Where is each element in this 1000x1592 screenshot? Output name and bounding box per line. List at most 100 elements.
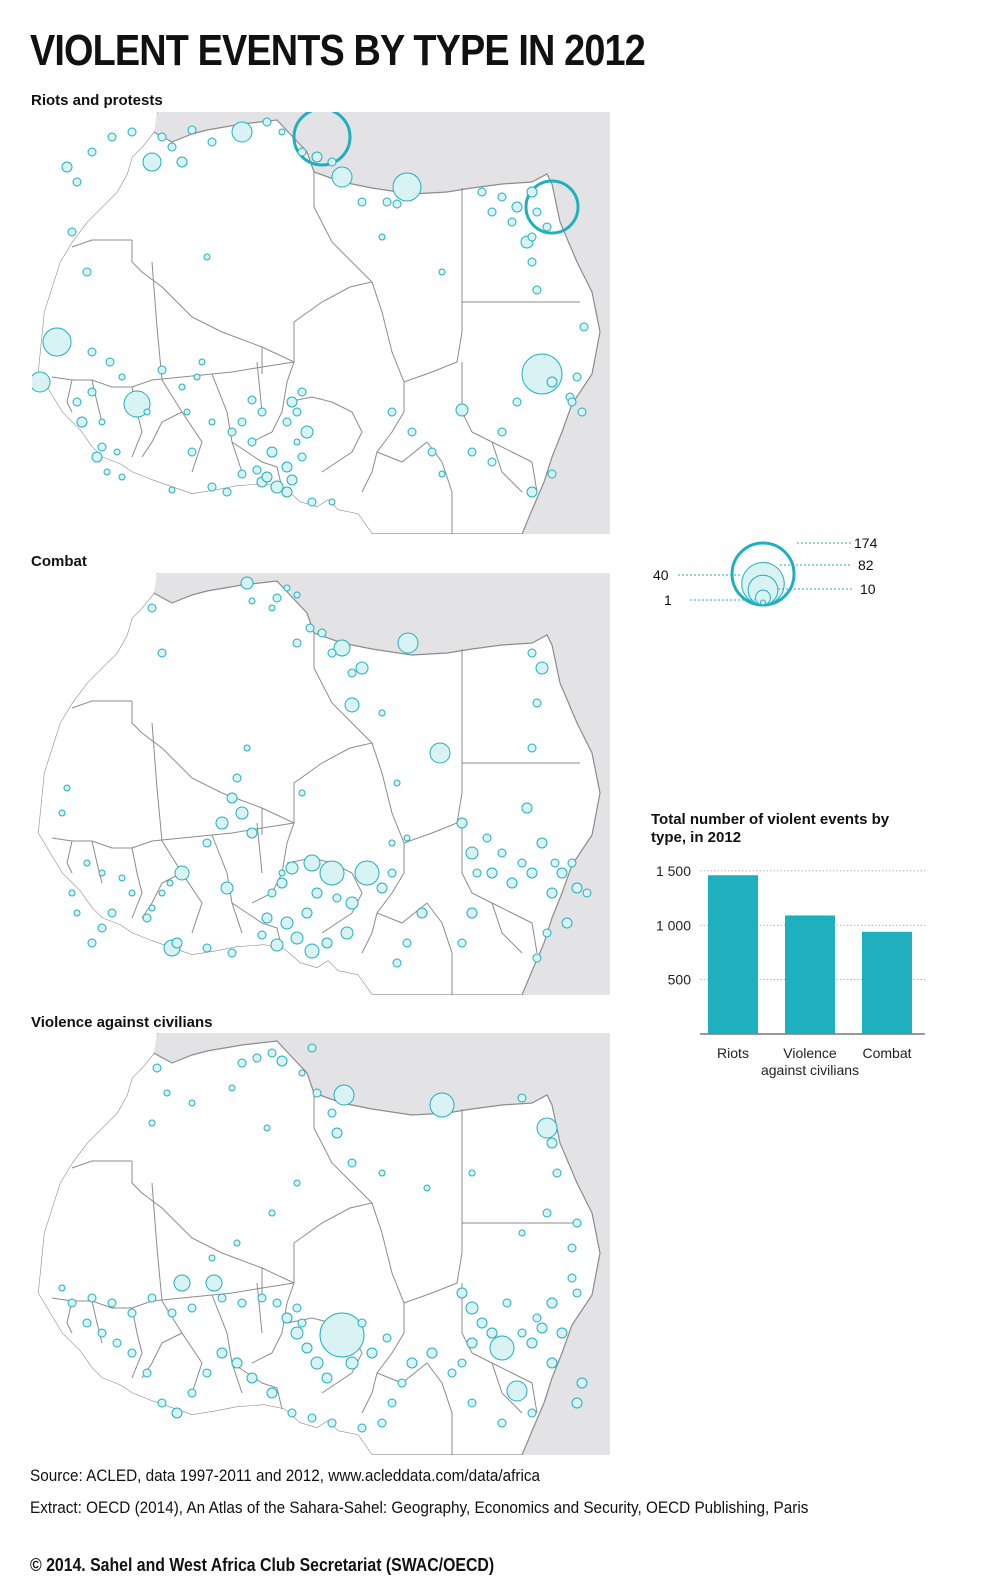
event-circle xyxy=(266,446,278,458)
event-circle xyxy=(482,833,492,843)
legend-label-82: 82 xyxy=(858,557,874,573)
event-circle xyxy=(246,827,258,839)
y-tick-label: 1 500 xyxy=(656,863,691,879)
event-circle xyxy=(261,912,273,924)
event-circle xyxy=(118,874,126,882)
event-circle xyxy=(429,1092,455,1118)
event-circle xyxy=(187,125,197,135)
event-circle xyxy=(257,1293,267,1303)
event-circle xyxy=(266,1387,278,1399)
bar-riots xyxy=(708,875,758,1034)
event-circle xyxy=(472,868,482,878)
event-circle xyxy=(237,1298,247,1308)
event-circle xyxy=(220,881,234,895)
event-circle xyxy=(148,1119,156,1127)
event-circle xyxy=(518,1229,526,1237)
event-circle xyxy=(272,1298,282,1308)
event-circle xyxy=(333,1084,355,1106)
map-combat-svg xyxy=(32,573,610,995)
event-circle xyxy=(392,199,402,209)
event-circle xyxy=(202,943,212,953)
event-circle xyxy=(216,1347,228,1359)
page-title: VIOLENT EVENTS BY TYPE IN 2012 xyxy=(30,26,646,75)
source-note: Source: ACLED, data 1997-2011 and 2012, … xyxy=(30,1466,541,1485)
event-circle xyxy=(327,157,337,167)
event-circle xyxy=(532,207,542,217)
event-circle xyxy=(257,930,267,940)
event-circle xyxy=(188,1099,196,1107)
event-circle xyxy=(240,576,254,590)
map-violence-against-civilians xyxy=(32,1033,610,1455)
event-circle xyxy=(103,468,111,476)
event-circle xyxy=(521,353,563,395)
event-circle xyxy=(497,192,507,202)
event-circle xyxy=(305,623,315,633)
event-circle xyxy=(243,744,251,752)
event-circle xyxy=(333,639,351,657)
event-circle xyxy=(312,1088,322,1098)
event-circle xyxy=(561,917,573,929)
event-circle xyxy=(67,227,77,237)
event-circle xyxy=(457,1358,467,1368)
event-circle xyxy=(577,407,587,417)
event-circle xyxy=(310,1356,324,1370)
legend-label-174: 174 xyxy=(854,535,878,551)
event-circle xyxy=(300,425,314,439)
event-circle xyxy=(176,156,188,168)
event-circle xyxy=(252,1053,262,1063)
event-circle xyxy=(527,1408,537,1418)
map-riots-and-protests xyxy=(32,112,610,534)
event-circle xyxy=(261,471,273,483)
event-circle xyxy=(247,437,257,447)
event-circle xyxy=(205,1274,223,1292)
event-circle xyxy=(270,480,284,494)
event-circle xyxy=(208,1254,216,1262)
bar-violence-against-civilians xyxy=(785,915,835,1034)
legend-circle-1 xyxy=(760,599,766,606)
event-circle xyxy=(307,1413,317,1423)
event-circle xyxy=(467,447,477,457)
event-circle xyxy=(532,285,542,295)
event-circle xyxy=(167,1308,177,1318)
event-circle xyxy=(542,1208,552,1218)
event-circle xyxy=(293,1179,301,1187)
event-circle xyxy=(98,418,106,426)
event-circle xyxy=(105,357,115,367)
event-circle xyxy=(378,709,386,717)
event-circle xyxy=(567,858,577,868)
event-circle xyxy=(87,938,97,948)
event-circle xyxy=(283,584,291,592)
event-circle xyxy=(73,909,81,917)
event-circles xyxy=(58,576,592,968)
event-circle xyxy=(63,784,71,792)
event-circle xyxy=(292,112,352,167)
event-circle xyxy=(397,632,419,654)
event-circle xyxy=(366,1347,378,1359)
event-circle xyxy=(72,177,82,187)
event-circle xyxy=(345,1356,359,1370)
event-circle xyxy=(526,186,538,198)
event-circle xyxy=(42,327,72,357)
event-circle xyxy=(171,1407,183,1419)
event-circle xyxy=(382,1333,392,1343)
event-circle xyxy=(572,1218,582,1228)
event-circle xyxy=(217,1293,227,1303)
event-circle xyxy=(202,838,212,848)
event-circle xyxy=(142,913,152,923)
event-circle xyxy=(571,1397,583,1409)
event-circle xyxy=(82,267,92,277)
event-circle xyxy=(332,893,342,903)
event-circle xyxy=(357,1318,367,1328)
event-circle xyxy=(532,1313,542,1323)
event-circle xyxy=(270,938,284,952)
event-circle xyxy=(142,152,162,172)
y-tick-label: 1 000 xyxy=(656,917,691,933)
event-circle xyxy=(228,1084,236,1092)
event-circle xyxy=(158,889,166,897)
y-tick-label: 500 xyxy=(668,972,692,988)
event-circle xyxy=(281,1312,293,1324)
event-circle xyxy=(486,867,498,879)
event-circle xyxy=(466,1337,478,1349)
event-circle xyxy=(517,1328,527,1338)
event-circle xyxy=(382,197,392,207)
